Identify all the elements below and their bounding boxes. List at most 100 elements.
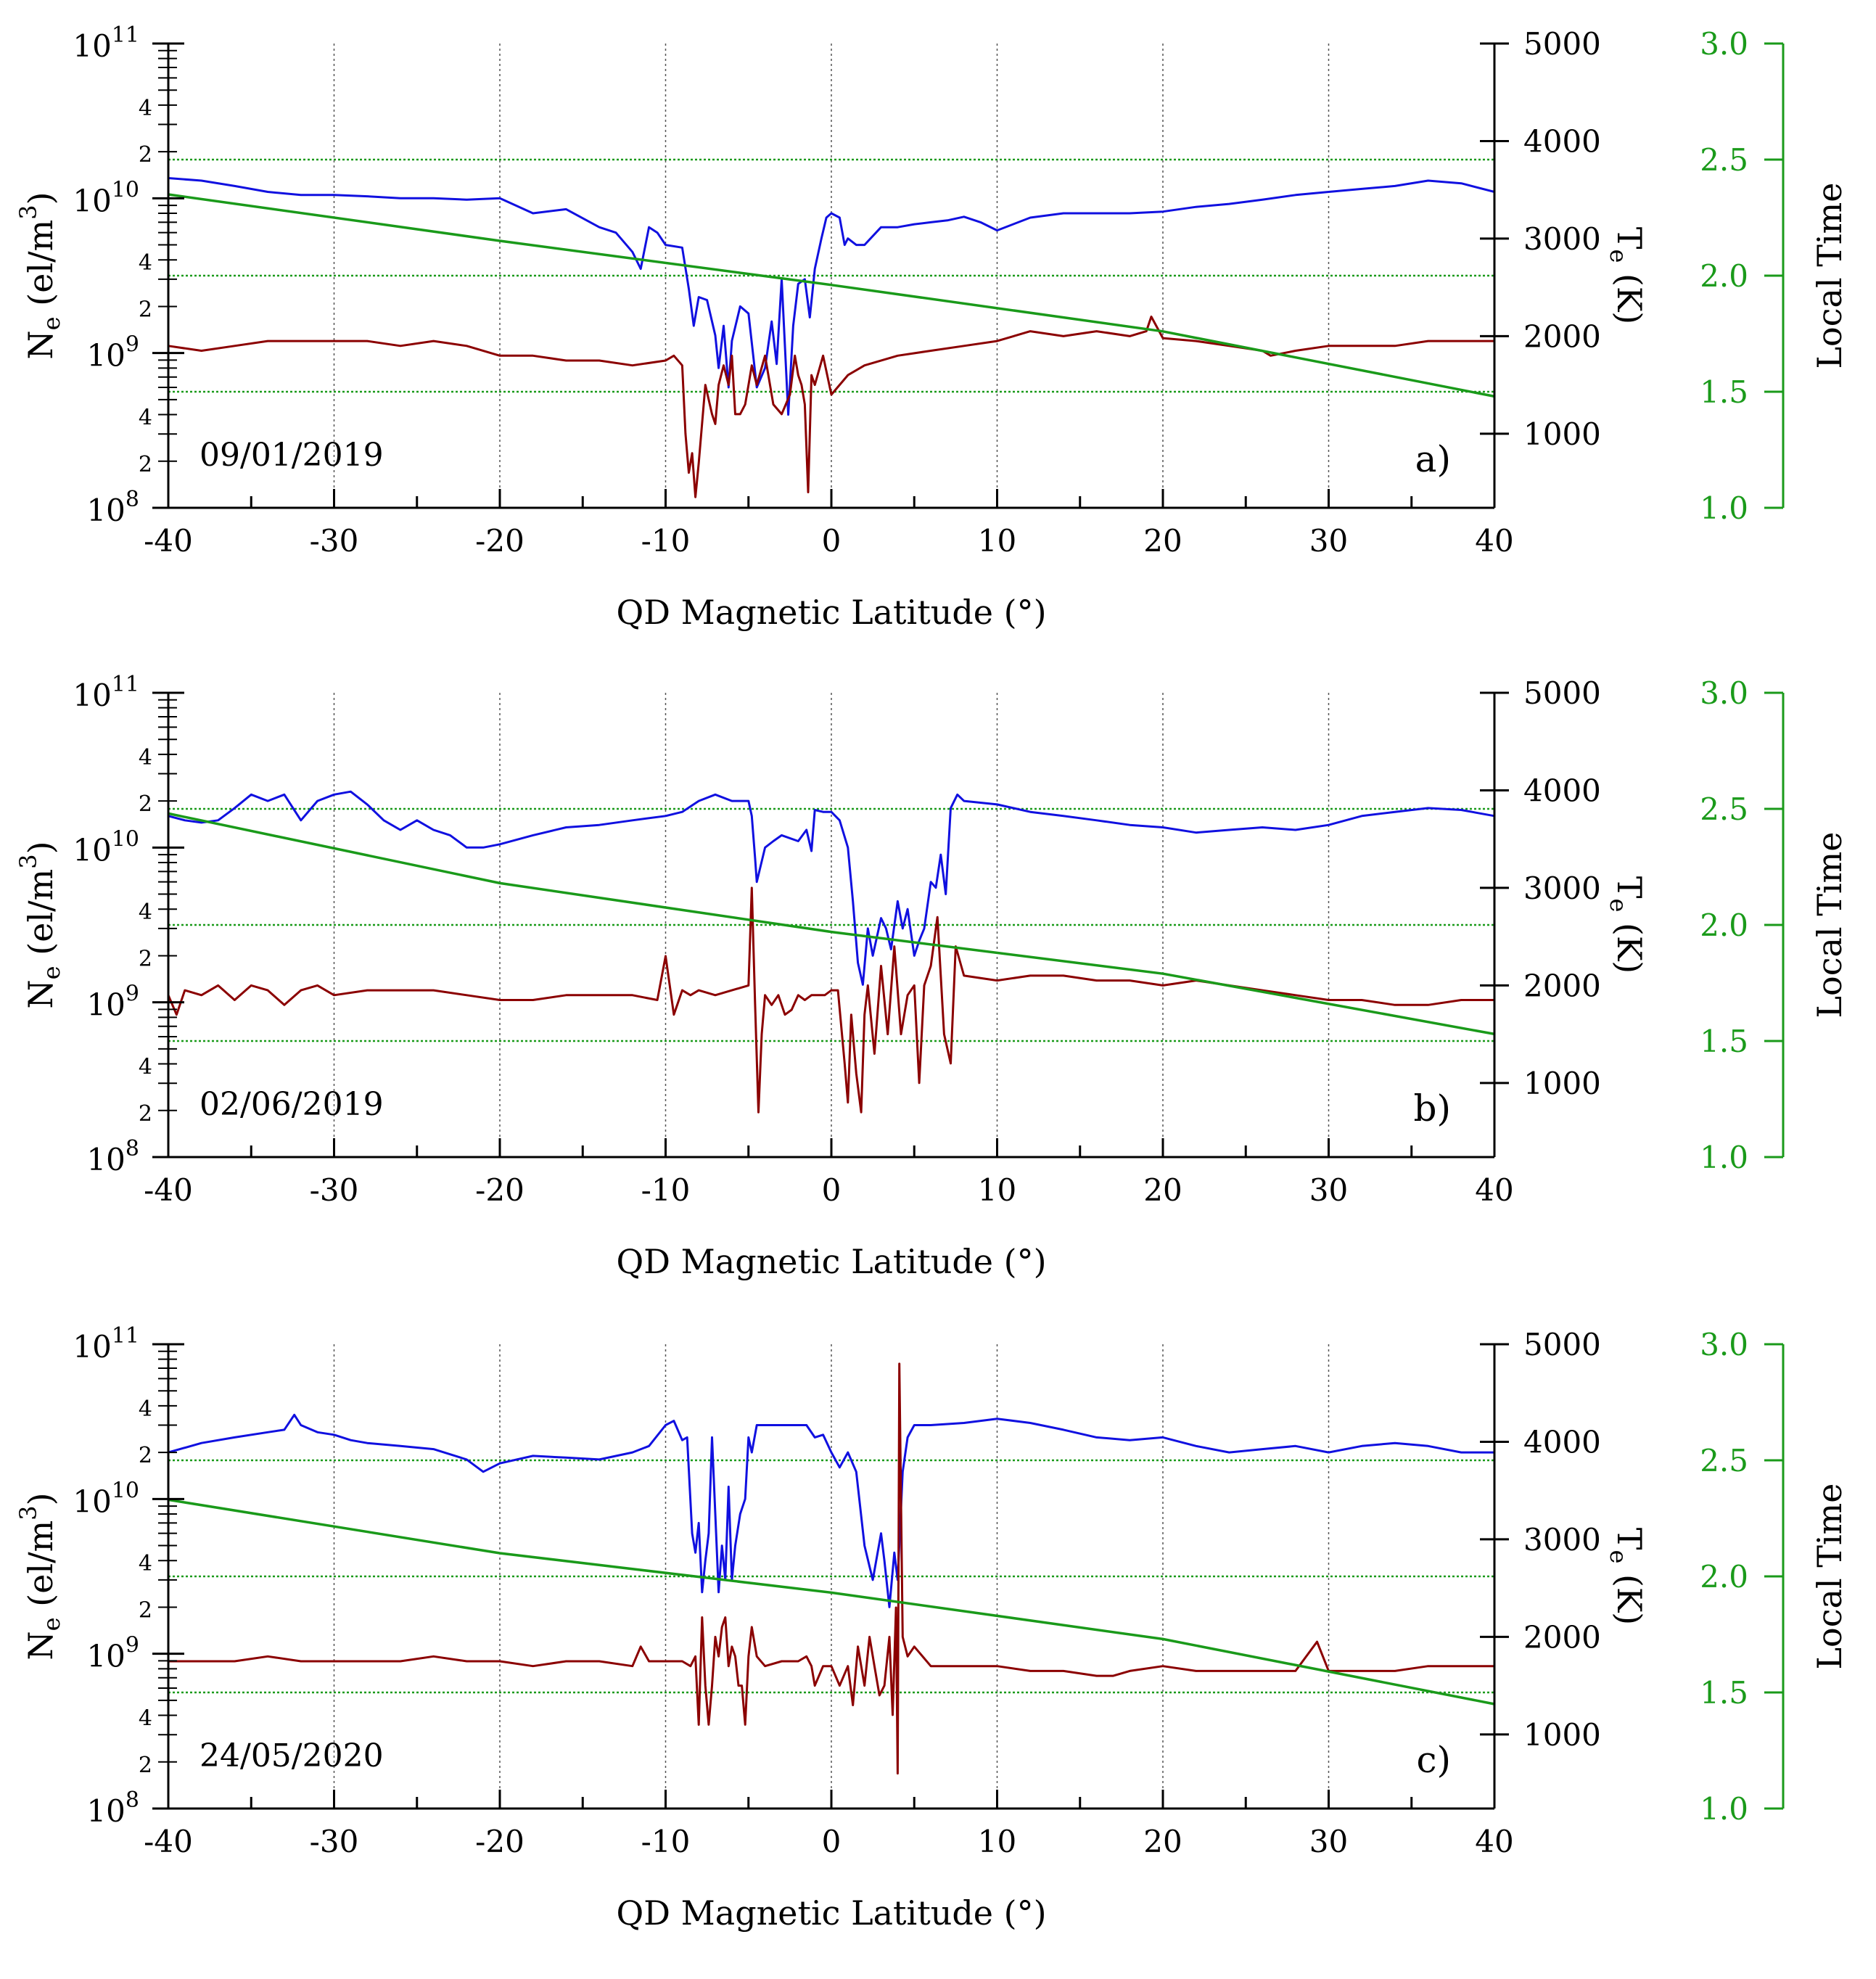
y-minor-tick-label: 4 [139,1551,152,1576]
y-minor-tick-label: 4 [139,406,152,431]
lt-tick-label: 2.5 [1700,791,1748,827]
x-tick-label: -30 [310,1824,359,1859]
lt-tick-label: 3.0 [1700,675,1748,711]
y-major-tick-label: 1010 [73,826,139,868]
y-major-tick-label: 1011 [73,22,139,64]
lt-axis-title: Local Time [1810,1484,1849,1670]
lt-tick-label: 1.0 [1700,1140,1748,1175]
x-axis-title: QD Magnetic Latitude (°) [616,1893,1046,1933]
y-major-tick-label: 1010 [73,1478,139,1519]
lt-axis-title: Local Time [1810,832,1849,1019]
lt-axis-title: Local Time [1810,183,1849,369]
y-major-tick-label: 1010 [73,177,139,218]
te-tick-label: 2000 [1523,1619,1601,1655]
x-tick-label: 0 [822,1824,842,1859]
te-series-line [168,316,1494,498]
x-tick-label: -30 [310,523,359,559]
y-major-tick-label: 1011 [73,1323,139,1365]
y-minor-tick-label: 2 [139,1101,152,1127]
x-tick-label: 10 [978,523,1016,559]
x-tick-label: 40 [1475,523,1513,559]
te-tick-label: 1000 [1523,1717,1601,1753]
date-label: 24/05/2020 [199,1737,384,1774]
te-tick-label: 3000 [1523,871,1601,906]
lt-tick-label: 2.0 [1700,908,1748,943]
ne-axis-title: Ne (el/m3) [15,1492,65,1660]
local-time-line [168,193,1495,398]
y-minor-tick-label: 2 [139,142,152,168]
y-major-tick-label: 108 [86,487,139,528]
date-label: 09/01/2019 [199,437,384,474]
x-axis-title: QD Magnetic Latitude (°) [616,1242,1046,1281]
ne-series-line [168,1413,1494,1608]
te-tick-label: 1000 [1523,1066,1601,1101]
local-time-line [168,1498,1495,1706]
x-tick-label: 40 [1475,1824,1513,1859]
y-major-tick-label: 109 [86,332,139,374]
y-minor-tick-label: 4 [139,250,152,276]
te-axis-title: Te (K) [1605,876,1649,974]
lt-tick-label: 2.0 [1700,258,1748,294]
lt-tick-label: 1.5 [1700,1675,1748,1711]
x-tick-label: -40 [144,523,193,559]
te-tick-label: 5000 [1523,1327,1601,1362]
x-tick-label: 20 [1143,523,1182,559]
y-minor-tick-label: 4 [139,900,152,925]
x-tick-label: -10 [641,523,691,559]
y-major-tick-label: 109 [86,1633,139,1674]
lt-tick-label: 1.5 [1700,1024,1748,1059]
te-tick-label: 4000 [1523,1424,1601,1460]
y-minor-tick-label: 2 [139,452,152,477]
x-tick-label: 20 [1143,1824,1182,1859]
x-tick-label: 30 [1309,523,1348,559]
lt-tick-label: 3.0 [1700,1327,1748,1362]
y-major-tick-label: 109 [86,982,139,1023]
te-tick-label: 5000 [1523,675,1601,711]
te-tick-label: 2000 [1523,968,1601,1003]
te-series-line [167,886,1494,1114]
y-minor-tick-label: 4 [139,1396,152,1422]
te-tick-label: 2000 [1523,318,1601,354]
y-minor-tick-label: 2 [139,1597,152,1623]
y-minor-tick-label: 2 [139,1443,152,1468]
te-tick-label: 1000 [1523,416,1601,452]
lt-tick-label: 1.0 [1700,1791,1748,1827]
te-tick-label: 4000 [1523,773,1601,808]
local-time-line [168,812,1495,1036]
y-major-tick-label: 108 [86,1787,139,1829]
date-label: 02/06/2019 [199,1086,384,1123]
lt-tick-label: 2.0 [1700,1559,1748,1595]
panel-label: a) [1415,438,1451,480]
x-tick-label: -10 [641,1172,691,1208]
panel-label: b) [1413,1087,1451,1130]
x-tick-label: 10 [978,1172,1016,1208]
ne-series-line [168,790,1495,986]
x-tick-label: -20 [475,1172,524,1208]
x-tick-label: 0 [822,1172,842,1208]
ne-series-line [168,177,1495,416]
te-tick-label: 5000 [1523,26,1601,62]
lt-tick-label: 1.5 [1700,374,1748,410]
te-axis-title: Te (K) [1605,227,1649,325]
lt-tick-label: 3.0 [1700,26,1748,62]
lt-tick-label: 2.5 [1700,1443,1748,1478]
y-minor-tick-label: 4 [139,745,152,770]
x-tick-label: 30 [1309,1172,1348,1208]
y-major-tick-label: 1011 [73,672,139,713]
x-tick-label: 0 [822,523,842,559]
lt-tick-label: 1.0 [1700,490,1748,526]
te-tick-label: 3000 [1523,1522,1601,1558]
x-axis-title: QD Magnetic Latitude (°) [616,593,1046,632]
te-tick-label: 3000 [1523,221,1601,257]
lt-tick-label: 2.5 [1700,142,1748,178]
y-minor-tick-label: 2 [139,1753,152,1778]
panel-c: -40 -30 -20 -10 0 10 20 30 40 2 4 2 4 2 4 108 109 1010 101… [15,1323,1849,1933]
x-tick-label: -40 [144,1172,193,1208]
x-tick-label: -30 [310,1172,359,1208]
panel-b: -40 -30 -20 -10 0 10 20 30 40 2 4 2 4 2 4 108 109 1010 101… [15,672,1849,1281]
te-series-line [168,1362,1494,1775]
x-tick-label: 30 [1309,1824,1348,1859]
y-minor-tick-label: 4 [139,96,152,121]
y-minor-tick-label: 2 [139,946,152,971]
